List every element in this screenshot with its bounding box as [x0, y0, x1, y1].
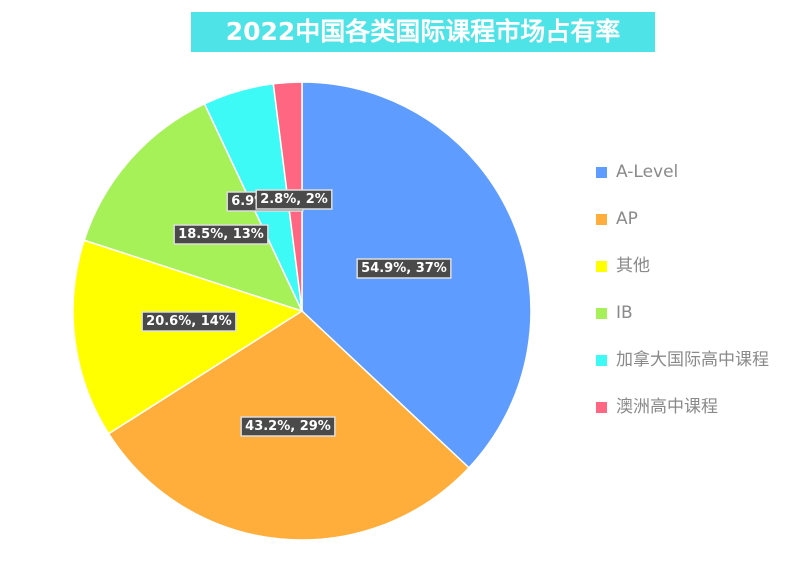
data-label-3: 18.5%, 13% — [173, 224, 269, 245]
data-label-text-1: 43.2%, 29% — [245, 419, 331, 434]
data-label-5: 2.8%, 2% — [255, 189, 333, 210]
legend-item-4: 加拿大国际高中课程 — [596, 348, 769, 372]
data-label-text-0: 54.9%, 37% — [361, 261, 447, 276]
legend-swatch-5 — [596, 401, 607, 413]
legend-label-0: A-Level — [616, 162, 679, 182]
legend-swatch-4 — [596, 354, 607, 366]
legend-item-0: A-Level — [596, 160, 769, 184]
data-label-1: 43.2%, 29% — [240, 416, 336, 437]
legend-label-4: 加拿大国际高中课程 — [616, 350, 769, 370]
data-label-text-2: 20.6%, 14% — [146, 314, 232, 329]
legend-swatch-1 — [596, 213, 607, 225]
chart-title: 2022中国各类国际课程市场占有率 — [191, 12, 655, 52]
data-label-0: 54.9%, 37% — [356, 258, 452, 279]
legend-item-5: 澳洲高中课程 — [596, 395, 769, 419]
legend-swatch-2 — [596, 260, 607, 272]
legend-label-2: 其他 — [616, 256, 650, 276]
legend-item-1: AP — [596, 207, 769, 231]
data-label-2: 20.6%, 14% — [141, 311, 237, 332]
legend-label-3: IB — [616, 303, 633, 323]
legend-swatch-0 — [596, 166, 607, 178]
legend-label-5: 澳洲高中课程 — [616, 397, 718, 417]
legend-item-2: 其他 — [596, 254, 769, 278]
pie-slice-3 — [83, 102, 304, 313]
legend-item-3: IB — [596, 301, 769, 325]
pie-slice-2 — [72, 239, 304, 435]
data-label-text-5: 2.8%, 2% — [260, 192, 328, 207]
data-label-text-3: 18.5%, 13% — [178, 227, 264, 242]
legend-swatch-3 — [596, 307, 607, 319]
legend-label-1: AP — [616, 209, 638, 229]
legend: A-Level AP 其他 IB 加拿大国际高中课程 澳洲高中课程 — [596, 160, 769, 442]
